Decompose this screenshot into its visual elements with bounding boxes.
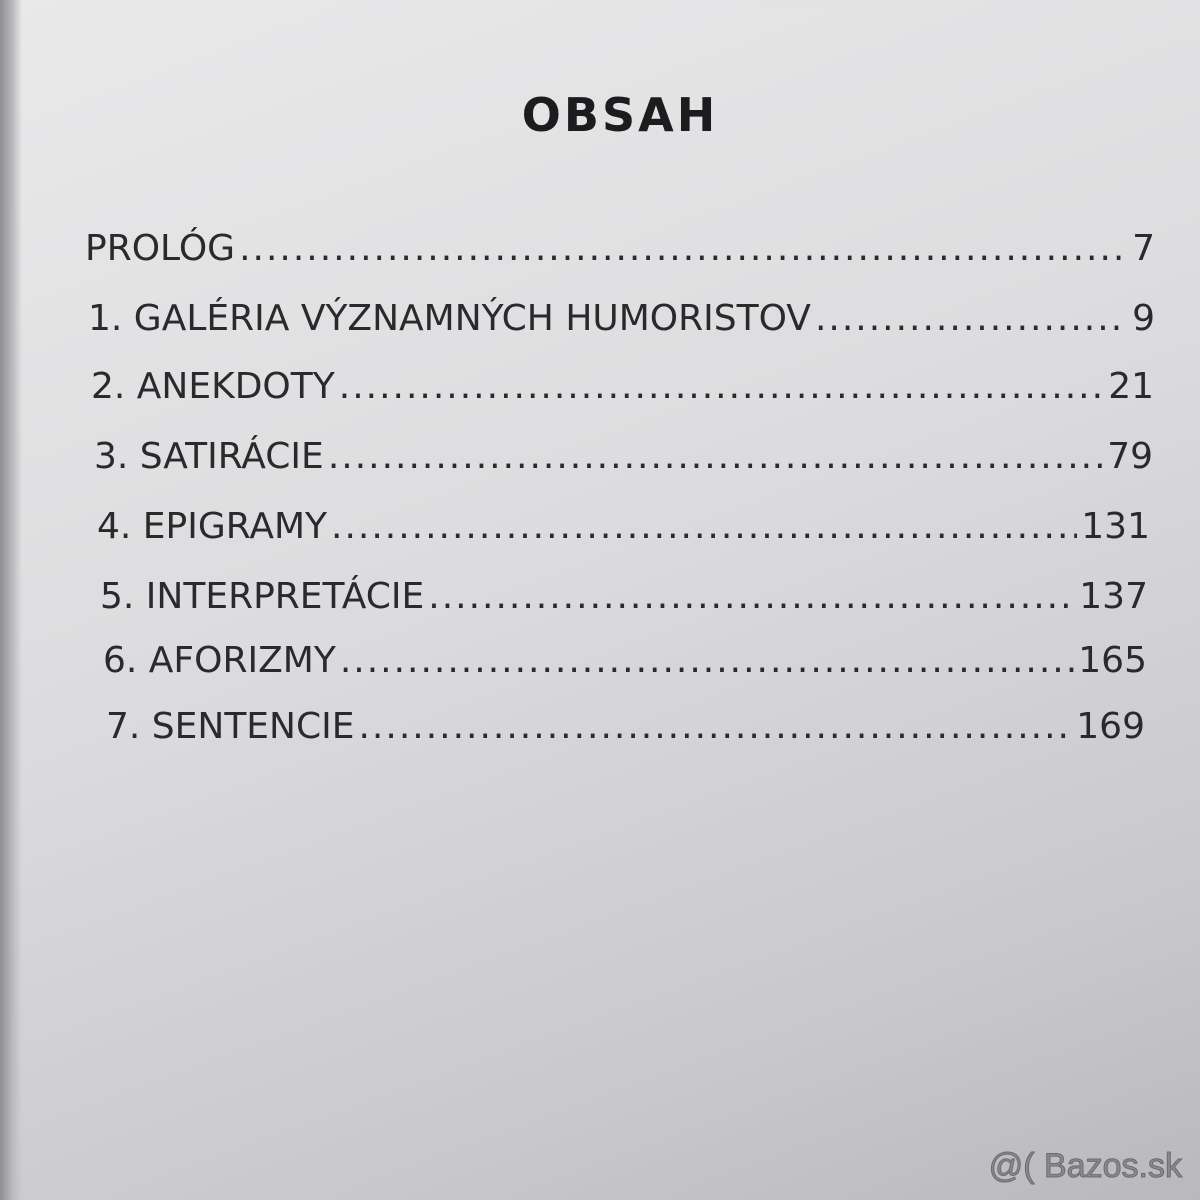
- dot-leader: [339, 366, 1104, 407]
- toc-entry: 2. ANEKDOTY 21: [91, 366, 1154, 412]
- dot-leader: [340, 640, 1074, 681]
- toc-label: PROLÓG: [85, 228, 236, 269]
- toc-entry: 3. SATIRÁCIE 79: [94, 436, 1153, 482]
- dot-leader: [815, 298, 1128, 339]
- toc-page: 9: [1132, 298, 1155, 339]
- toc-entry: 4. EPIGRAMY 131: [97, 506, 1150, 552]
- page-title: OBSAH: [521, 88, 719, 142]
- toc-entry: 7. SENTENCIE 169: [106, 706, 1145, 752]
- toc-entry: PROLÓG 7: [85, 228, 1155, 274]
- page-edge-shadow: [0, 0, 22, 1200]
- toc-label: 2. ANEKDOTY: [91, 366, 335, 407]
- toc-page: 131: [1081, 506, 1150, 547]
- toc-page: 137: [1079, 576, 1148, 617]
- watermark: @( Bazos.sk: [988, 1147, 1182, 1186]
- dot-leader: [358, 706, 1072, 747]
- toc-label: 1. GALÉRIA VÝZNAMNÝCH HUMORISTOV: [88, 298, 811, 339]
- toc-entry: 1. GALÉRIA VÝZNAMNÝCH HUMORISTOV 9: [88, 298, 1155, 344]
- toc-entry: 5. INTERPRETÁCIE 137: [100, 576, 1148, 622]
- toc-label: 4. EPIGRAMY: [97, 506, 327, 547]
- toc-label: 3. SATIRÁCIE: [94, 436, 324, 477]
- toc-page: 21: [1108, 366, 1154, 407]
- toc-entry: 6. AFORIZMY 165: [103, 640, 1147, 686]
- dot-leader: [428, 576, 1075, 617]
- toc-label: 6. AFORIZMY: [103, 640, 336, 681]
- dot-leader: [239, 228, 1128, 269]
- toc-label: 5. INTERPRETÁCIE: [100, 576, 425, 617]
- toc-page: 165: [1078, 640, 1147, 681]
- toc-label: 7. SENTENCIE: [106, 706, 355, 747]
- toc-page: 79: [1107, 436, 1153, 477]
- dot-leader: [328, 436, 1103, 477]
- toc-page: 7: [1132, 228, 1155, 269]
- dot-leader: [331, 506, 1077, 547]
- toc-page: 169: [1076, 706, 1145, 747]
